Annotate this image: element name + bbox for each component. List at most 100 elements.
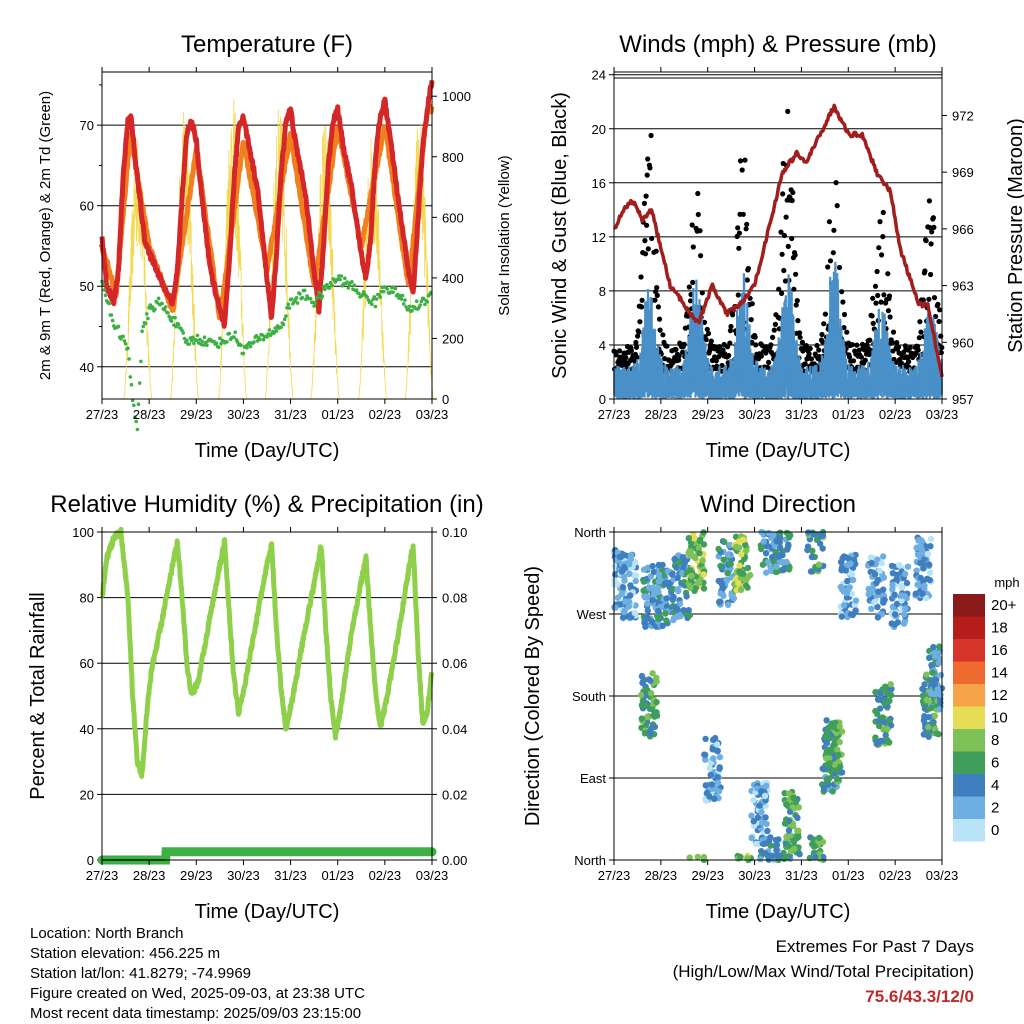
dewpoint-point	[102, 288, 107, 292]
direction-point	[649, 706, 656, 713]
figure-created: Figure created on Wed, 2025-09-03, at 23…	[30, 985, 365, 1002]
legend-swatch	[953, 819, 985, 842]
legend-label: 16	[991, 642, 1008, 659]
direction-point	[744, 574, 751, 581]
direction-point	[736, 544, 743, 551]
gust-point	[873, 300, 879, 306]
extremes-subtitle: (High/Low/Max Wind/Total Precipitation)	[672, 962, 974, 981]
dewpoint-point	[187, 342, 191, 346]
direction-point	[835, 752, 842, 759]
plot-frame	[613, 71, 943, 400]
gust-point	[673, 346, 679, 353]
gust-point	[743, 226, 749, 232]
direction-point	[754, 814, 762, 821]
direction-point	[649, 597, 656, 604]
dewpoint-point	[273, 326, 278, 330]
direction-point	[627, 556, 634, 563]
gust-point	[937, 307, 943, 313]
x-tick-label: 28/23	[645, 868, 678, 883]
dewpoint-point	[116, 324, 121, 329]
gust-point	[771, 327, 777, 333]
dewpoint-point	[167, 314, 171, 319]
direction-point	[880, 574, 888, 581]
plot-frame	[101, 71, 433, 400]
direction-point	[849, 576, 857, 584]
dewpoint-point	[258, 337, 262, 342]
legend-swatch	[953, 616, 985, 639]
direction-point	[763, 782, 770, 790]
direction-point	[920, 565, 927, 572]
direction-point	[743, 547, 750, 554]
dewpoint-point	[145, 312, 149, 316]
direction-point	[820, 785, 828, 792]
gust-point	[885, 271, 891, 277]
gust-point	[931, 224, 937, 230]
direction-point	[882, 732, 889, 739]
dewpoint-point	[123, 342, 128, 346]
direction-point	[871, 571, 879, 578]
station-info: Location: North Branch Station elevation…	[30, 924, 365, 1024]
direction-point	[718, 581, 726, 588]
plot-frame	[613, 531, 943, 861]
direction-point	[868, 559, 875, 567]
direction-point	[872, 707, 879, 715]
y2-tick-label: 0.04	[442, 722, 467, 737]
gust-point	[779, 251, 785, 257]
direction-point	[617, 601, 624, 608]
direction-point	[649, 618, 656, 625]
direction-point	[641, 730, 649, 737]
dewpoint-point	[286, 302, 291, 307]
direction-point	[779, 559, 786, 566]
direction-point	[921, 681, 928, 688]
direction-point	[620, 614, 627, 621]
x-tick-label: 28/23	[133, 407, 166, 422]
direction-point	[725, 551, 732, 558]
direction-point	[839, 586, 846, 593]
direction-point	[852, 597, 860, 604]
y-axis-label: Percent & Total Rainfall	[27, 592, 49, 800]
gust-point	[656, 316, 663, 322]
direction-point	[786, 564, 793, 571]
direction-point	[837, 558, 845, 566]
direction-point	[875, 722, 883, 730]
direction-point	[714, 774, 721, 781]
direction-point	[723, 576, 730, 583]
direction-point	[715, 545, 722, 553]
direction-point	[874, 603, 881, 611]
gust-point	[928, 271, 934, 278]
direction-point	[679, 570, 686, 577]
legend-label: 18	[991, 620, 1008, 637]
direction-point	[820, 853, 827, 861]
dewpoint-point	[201, 343, 206, 347]
dewpoint-point	[265, 335, 269, 339]
gust-point	[844, 329, 850, 335]
chart-title: Temperature (F)	[181, 31, 353, 58]
gust-point	[894, 340, 900, 346]
recent-timestamp: Most recent data timestamp: 2025/09/03 2…	[30, 1005, 362, 1022]
y-axis-label: Sonic Wind & Gust (Blue, Black)	[549, 92, 571, 379]
direction-point	[874, 696, 882, 703]
dewpoint-point	[103, 293, 108, 298]
direction-point	[692, 554, 699, 562]
direction-point	[919, 692, 927, 699]
direction-point	[627, 592, 634, 599]
gust-point	[869, 313, 875, 319]
speed-legend: mph 20+ 18 16 14 12 10 8 6 4 2 0	[953, 575, 1020, 842]
direction-point	[844, 587, 851, 594]
x-tick-label: 03/23	[926, 868, 959, 883]
gust-point	[653, 248, 659, 254]
direction-point	[632, 572, 640, 579]
dewpoint-point	[357, 291, 361, 296]
y-axis-label: 2m & 9m T (Red, Orange) & 2m Td (Green)	[37, 91, 54, 380]
direction-point	[823, 739, 830, 746]
gust-point	[887, 314, 893, 320]
gust-point	[874, 268, 880, 275]
direction-point	[683, 593, 690, 600]
direction-point	[676, 600, 684, 607]
dewpoint-point	[327, 286, 332, 290]
dewpoint-point	[107, 301, 111, 306]
gust-point	[783, 214, 789, 220]
dewpoint-point	[133, 415, 137, 420]
gust-point	[695, 211, 701, 218]
direction-point	[925, 714, 932, 721]
